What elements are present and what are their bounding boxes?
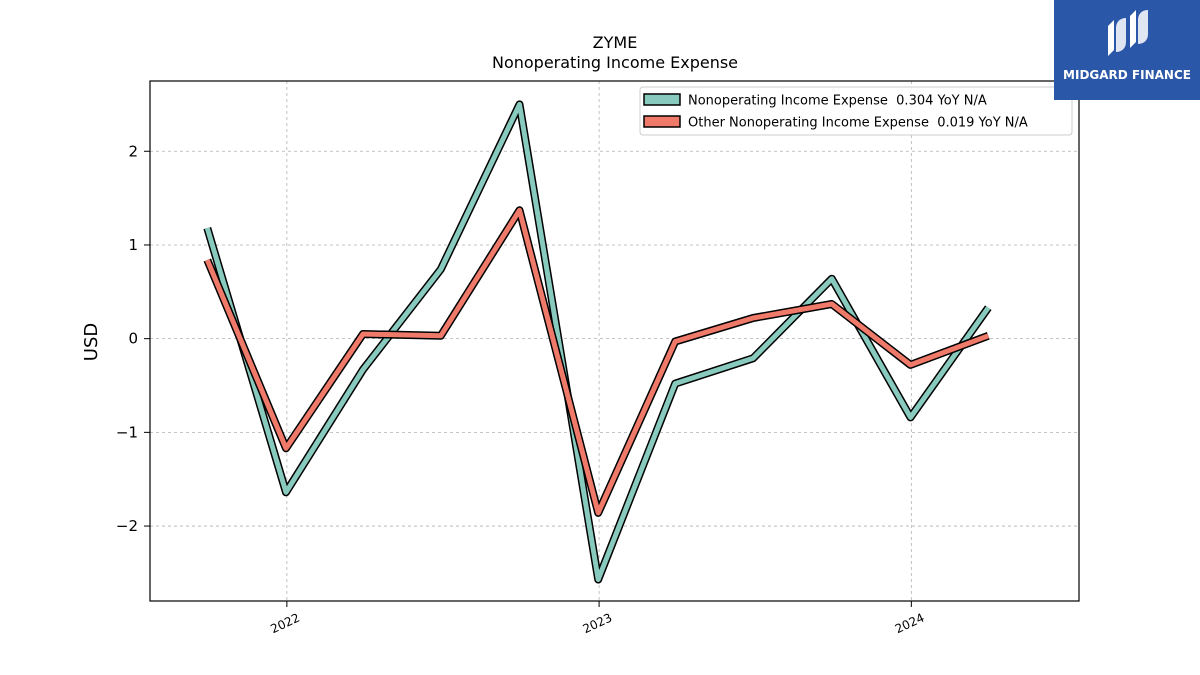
x-tick-label: 2022 bbox=[268, 611, 302, 637]
y-tick-label: 2 bbox=[128, 142, 138, 160]
grid bbox=[150, 81, 1079, 601]
legend: Nonoperating Income Expense 0.304 YoY N/… bbox=[639, 86, 1073, 136]
series-outline-1 bbox=[203, 206, 990, 517]
plot-frame bbox=[149, 80, 1080, 602]
legend-box bbox=[639, 86, 1073, 136]
legend-entry-1: Other Nonoperating Income Expense 0.019 … bbox=[688, 116, 1028, 131]
midgard-logo: MIDGARD FINANCE bbox=[1054, 0, 1200, 100]
y-tick-label: −1 bbox=[116, 423, 138, 441]
series-line-1 bbox=[204, 207, 990, 516]
chart-title: ZYME bbox=[593, 33, 638, 52]
x-tick-label: 2023 bbox=[581, 611, 615, 637]
legend-swatch-1 bbox=[643, 115, 681, 128]
y-axis-label: USD bbox=[81, 323, 102, 361]
y-tick-label: 1 bbox=[128, 236, 138, 254]
chart-subtitle: Nonoperating Income Expense bbox=[492, 53, 738, 72]
logo-text: MIDGARD FINANCE bbox=[1063, 68, 1191, 82]
midgard-logo-icon bbox=[1108, 10, 1148, 56]
series-lines bbox=[203, 100, 992, 584]
x-tick-label: 2024 bbox=[893, 611, 927, 637]
legend-entry-0: Nonoperating Income Expense 0.304 YoY N/… bbox=[688, 94, 987, 109]
y-tick-label: 0 bbox=[128, 330, 138, 348]
y-tick-label: −2 bbox=[116, 517, 138, 535]
legend-swatch-0 bbox=[643, 93, 681, 106]
